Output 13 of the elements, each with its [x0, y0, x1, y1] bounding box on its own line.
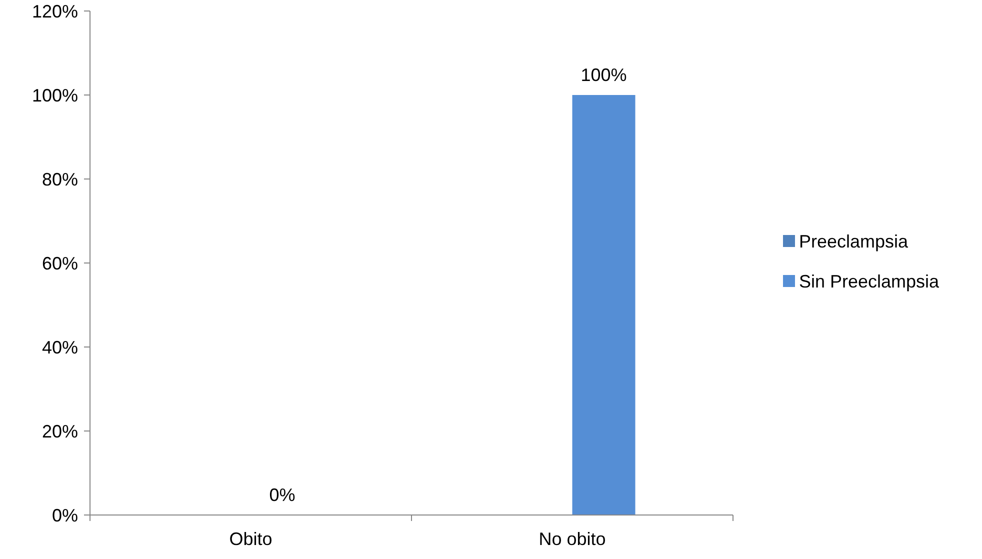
- x-tick-label: No obito: [538, 529, 606, 549]
- text: 0%: [269, 485, 296, 505]
- legend-label: Preeclampsia: [799, 231, 910, 252]
- y-tick-label: 120%: [32, 1, 78, 22]
- legend-label: Sin Preeclampsia: [799, 271, 940, 292]
- y-tick-label: 0%: [52, 505, 78, 526]
- y-tick-label: 80%: [42, 169, 78, 190]
- y-tick-label: 40%: [42, 337, 78, 358]
- x-tick-label: Obito: [229, 529, 272, 549]
- y-tick-label: 60%: [42, 253, 78, 274]
- y-tick-label: 20%: [42, 421, 78, 442]
- text: 100%: [580, 65, 627, 85]
- y-tick-label: 100%: [32, 85, 78, 106]
